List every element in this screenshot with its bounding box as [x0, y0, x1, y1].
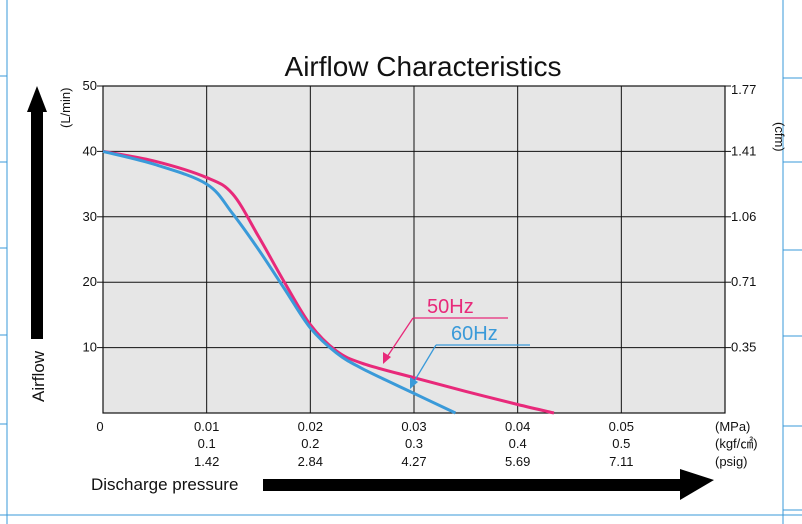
y2-tick-label: 1.41 [731, 143, 756, 158]
x-tick-label-kgf: 0.4 [509, 436, 527, 451]
x-arrow-shaft [263, 479, 683, 491]
x-origin-label: 0 [96, 419, 103, 434]
series-line-60hz [102, 149, 457, 415]
x-tick-label-mpa: 0.04 [505, 419, 530, 434]
grid-lines [97, 85, 731, 414]
x-unit-psig: (psig) [715, 454, 748, 469]
series-line-50hz [102, 149, 555, 415]
x-unit-mpa: (MPa) [715, 419, 750, 434]
x-axis-title: Discharge pressure [91, 475, 238, 494]
x-tick-label-mpa: 0.02 [298, 419, 323, 434]
y2-tick-label: 0.71 [731, 274, 756, 289]
y2-axis-unit: (cfm) [772, 122, 787, 152]
plot-border [102, 85, 726, 414]
y2-tick-label: 1.77 [731, 82, 756, 97]
series-label-50hz: 50Hz [427, 296, 474, 318]
x-tick-label-psig: 4.27 [401, 454, 426, 469]
x-tick-label-psig: 5.69 [505, 454, 530, 469]
y-arrow-icon [27, 86, 47, 112]
y-arrow-shaft [31, 111, 43, 339]
y2-tick-label: 1.06 [731, 209, 756, 224]
x-unit-kgf: (kgf/㎠) [715, 436, 758, 451]
x-tick-label-kgf: 0.1 [198, 436, 216, 451]
series-arrow-50hz-icon [383, 352, 391, 364]
x-tick-label-mpa: 0.05 [609, 419, 634, 434]
x-arrow-icon [680, 469, 714, 500]
tick-labels: 10 20 30 40 50 0.35 0.71 1.06 1.41 1.77 0 0.01 0.02 0… [83, 78, 757, 469]
y-tick-label: 20 [83, 274, 97, 289]
series-pointer-60hz [411, 344, 437, 386]
chart-title: Airflow Characteristics [285, 51, 562, 82]
x-tick-label-kgf: 0.3 [405, 436, 423, 451]
series-label-60hz: 60Hz [451, 323, 498, 345]
x-tick-label-mpa: 0.01 [194, 419, 219, 434]
y-axis-unit: (L/min) [58, 88, 73, 128]
y-tick-label: 30 [83, 209, 97, 224]
x-tick-label-mpa: 0.03 [401, 419, 426, 434]
x-tick-label-psig: 1.42 [194, 454, 219, 469]
x-tick-label-kgf: 0.5 [612, 436, 630, 451]
series-pointer-50hz [384, 317, 414, 361]
x-tick-label-psig: 2.84 [298, 454, 323, 469]
x-tick-label-psig: 7.11 [609, 454, 633, 469]
y-tick-label: 10 [83, 340, 97, 355]
series-lines [102, 149, 555, 415]
y-axis-title: Airflow [29, 350, 48, 402]
y-tick-label: 40 [83, 143, 97, 158]
series-arrow-60hz-icon [410, 377, 418, 389]
x-tick-label-kgf: 0.2 [301, 436, 319, 451]
y2-tick-label: 0.35 [731, 340, 756, 355]
y-tick-label: 50 [83, 78, 97, 93]
